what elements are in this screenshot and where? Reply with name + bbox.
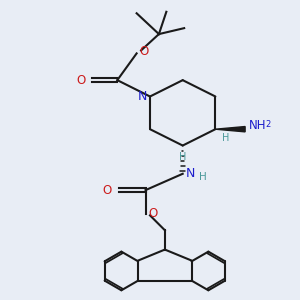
Text: N: N xyxy=(138,90,148,103)
Text: O: O xyxy=(148,207,158,220)
Text: NH: NH xyxy=(249,119,266,132)
Text: O: O xyxy=(139,45,148,58)
Text: H: H xyxy=(222,133,230,143)
Text: O: O xyxy=(76,74,85,87)
Text: 2: 2 xyxy=(266,120,271,129)
Polygon shape xyxy=(215,127,245,132)
Text: H: H xyxy=(199,172,207,182)
Text: N: N xyxy=(186,167,195,180)
Text: H: H xyxy=(179,152,186,162)
Text: O: O xyxy=(103,184,112,196)
